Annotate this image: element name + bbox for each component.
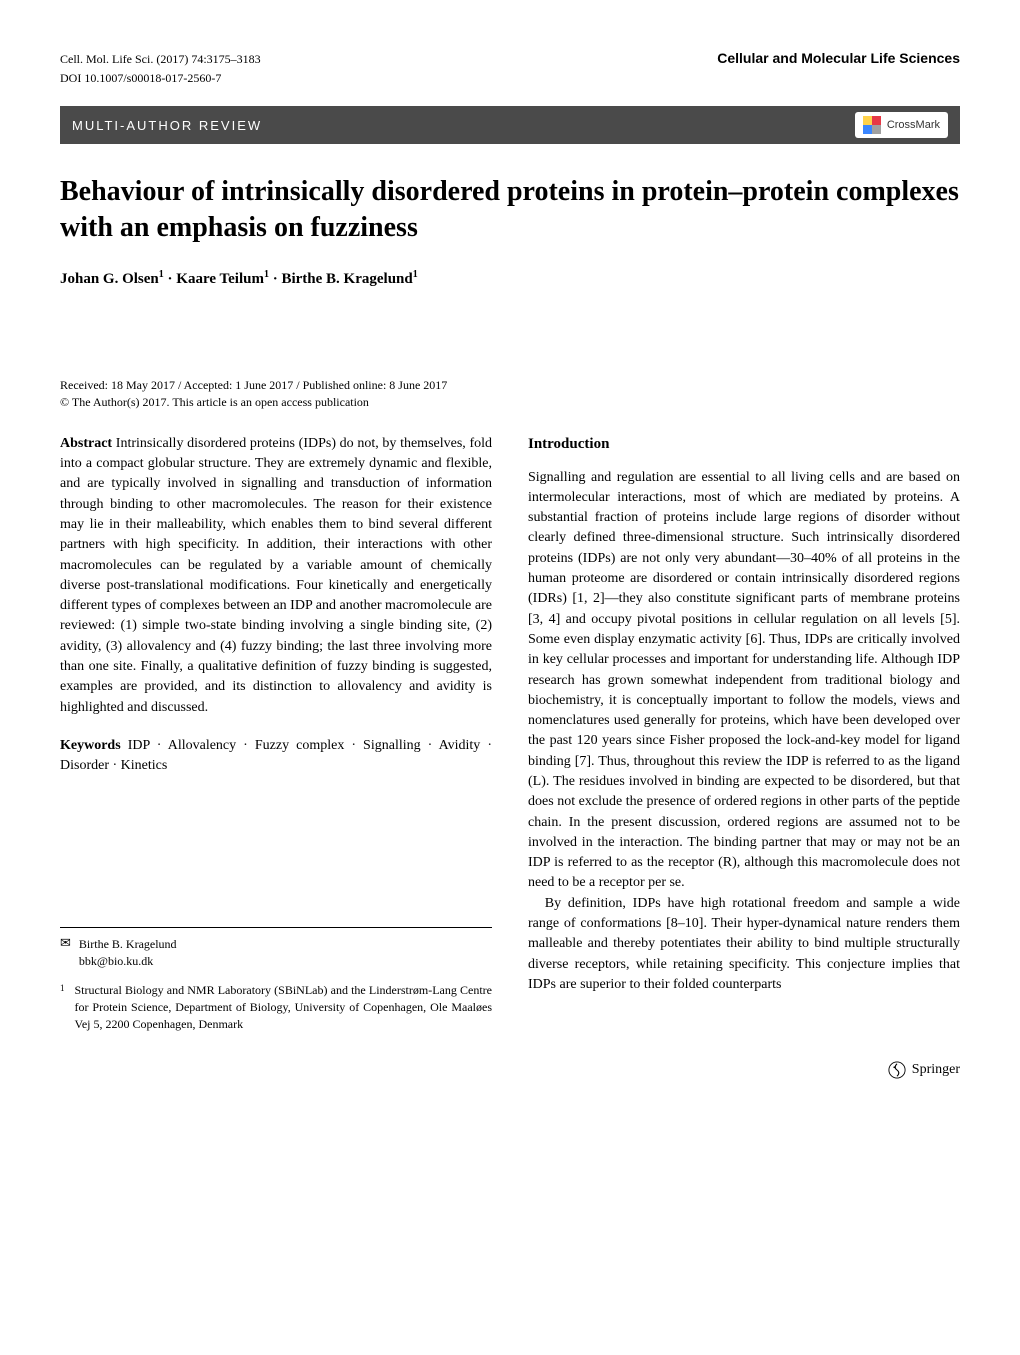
doi: DOI 10.1007/s00018-017-2560-7 (60, 71, 960, 86)
author-1: Johan G. Olsen1 (60, 271, 164, 287)
abstract-body: Intrinsically disordered proteins (IDPs)… (60, 436, 492, 715)
corresp-email: bbk@bio.ku.dk (79, 954, 153, 968)
envelope-icon: ✉ (60, 936, 71, 949)
keywords: Keywords IDP · Allovalency · Fuzzy compl… (60, 736, 492, 777)
intro-para-2: By definition, IDPs have high rotational… (528, 894, 960, 995)
publisher-name: Springer (912, 1062, 960, 1078)
correspondence-block: ✉ Birthe B. Kragelund bbk@bio.ku.dk 1 St… (60, 927, 492, 1033)
article-title: Behaviour of intrinsically disordered pr… (60, 174, 960, 247)
author-2: Kaare Teilum1 (176, 271, 269, 287)
keywords-label: Keywords (60, 738, 121, 753)
affil-text: Structural Biology and NMR Laboratory (S… (75, 982, 493, 1032)
springer-icon (888, 1061, 906, 1079)
publisher-footer: Springer (60, 1061, 960, 1079)
copyright: © The Author(s) 2017. This article is an… (60, 395, 960, 410)
intro-para-1: Signalling and regulation are essential … (528, 468, 960, 894)
affiliation: 1 Structural Biology and NMR Laboratory … (60, 982, 492, 1032)
abstract-label: Abstract (60, 436, 112, 451)
abstract: Abstract Intrinsically disordered protei… (60, 434, 492, 718)
article-type-label: MULTI-AUTHOR REVIEW (72, 118, 262, 133)
keywords-body: IDP · Allovalency · Fuzzy complex · Sign… (60, 738, 492, 773)
header-meta: Cell. Mol. Life Sci. (2017) 74:3175–3183… (60, 50, 960, 67)
article-dates: Received: 18 May 2017 / Accepted: 1 June… (60, 378, 960, 393)
introduction-text: Signalling and regulation are essential … (528, 468, 960, 996)
crossmark-icon (863, 116, 881, 134)
authors-line: Johan G. Olsen1 · Kaare Teilum1 · Birthe… (60, 269, 960, 288)
journal-name: Cellular and Molecular Life Sciences (717, 50, 960, 66)
crossmark-label: CrossMark (887, 119, 940, 131)
body-columns: Abstract Intrinsically disordered protei… (60, 434, 960, 1033)
corresp-text: Birthe B. Kragelund bbk@bio.ku.dk (79, 936, 177, 971)
introduction-heading: Introduction (528, 434, 960, 456)
journal-reference: Cell. Mol. Life Sci. (2017) 74:3175–3183 (60, 52, 261, 67)
crossmark-badge[interactable]: CrossMark (855, 112, 948, 138)
corresponding-author: ✉ Birthe B. Kragelund bbk@bio.ku.dk (60, 936, 492, 971)
author-sep: · (168, 271, 177, 287)
affil-number: 1 (60, 982, 65, 995)
article-type-bar: MULTI-AUTHOR REVIEW CrossMark (60, 106, 960, 144)
left-column: Abstract Intrinsically disordered protei… (60, 434, 492, 1033)
corresp-name: Birthe B. Kragelund (79, 937, 177, 951)
right-column: Introduction Signalling and regulation a… (528, 434, 960, 1033)
author-3: Birthe B. Kragelund1 (281, 271, 417, 287)
